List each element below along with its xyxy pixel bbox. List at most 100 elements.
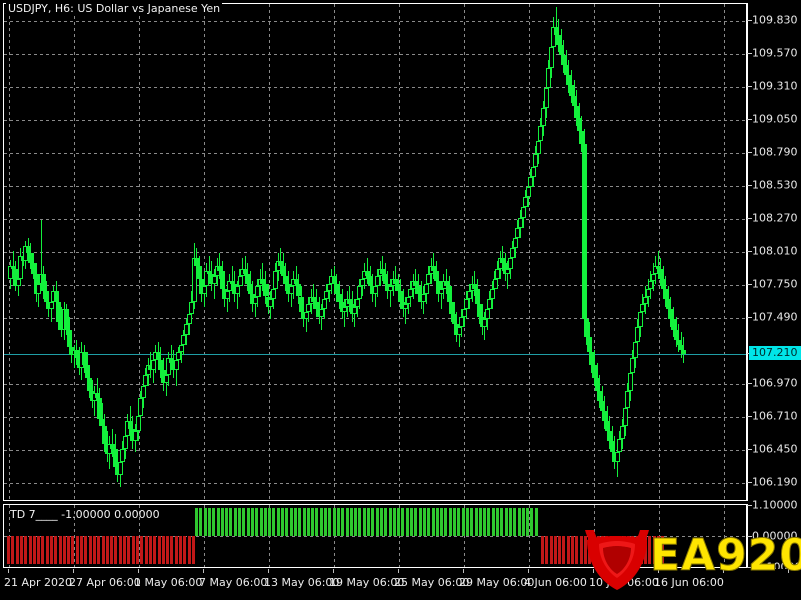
candle-body [387, 286, 393, 292]
indicator-bar [571, 536, 574, 564]
indicator-plot-area[interactable]: TD 7____ -1.00000 0.00000 [4, 505, 746, 567]
candle-body [110, 444, 115, 450]
time-axis-label: 29 May 06:00 [459, 576, 535, 589]
indicator-bar [110, 536, 113, 564]
candle-body [625, 390, 631, 409]
indicator-bar [255, 508, 258, 536]
candle-body [296, 283, 302, 297]
candle-wick [150, 352, 151, 378]
indicator-bar [483, 508, 486, 536]
indicator-bar [272, 508, 275, 536]
candle-body [477, 304, 483, 317]
candle-body [398, 291, 404, 302]
indicator-bar [37, 536, 40, 564]
candle-body [263, 283, 268, 297]
candle-wick [171, 344, 172, 371]
indicator-bar [631, 536, 634, 564]
current-price-tag[interactable]: 107.210 [749, 346, 801, 360]
price-plot-area[interactable] [4, 4, 746, 500]
indicator-bar [605, 536, 608, 564]
indicator-bar [432, 508, 435, 536]
candle-body [81, 352, 87, 366]
candle-body [589, 352, 595, 366]
indicator-bar [380, 508, 383, 536]
time-axis-label: 13 May 06:00 [264, 576, 340, 589]
candle-body [671, 319, 676, 330]
candle-body [602, 410, 608, 422]
candle-body [306, 304, 312, 312]
candle-body [260, 278, 266, 284]
indicator-bar [234, 508, 237, 536]
candle-body [533, 154, 539, 167]
indicator-bar [20, 536, 23, 564]
indicator-panel[interactable]: TD 7____ -1.00000 0.00000 [3, 504, 747, 568]
candlestick-series [4, 4, 746, 500]
indicator-bar [346, 508, 349, 536]
candle-wick [296, 265, 297, 292]
price-chart-panel[interactable] [3, 3, 747, 501]
indicator-bar [16, 536, 19, 564]
candle-wick [375, 281, 376, 307]
candle-body [676, 339, 682, 345]
indicator-label: TD 7____ -1.00000 0.00000 [10, 508, 160, 521]
indicator-bar [281, 508, 284, 536]
candle-wick [245, 255, 246, 282]
indicator-bar [530, 508, 533, 536]
indicator-bar [114, 536, 117, 564]
indicator-bar [584, 536, 587, 564]
candle-body [347, 299, 353, 305]
candle-wick [681, 332, 682, 358]
indicator-bar [333, 508, 336, 536]
candle-body [500, 258, 506, 264]
candle-body [194, 258, 200, 266]
candle-body [176, 352, 182, 361]
candle-body [227, 281, 233, 292]
indicator-bar [350, 508, 353, 536]
candle-wick [219, 253, 220, 279]
candle-body [342, 306, 348, 312]
indicator-bar [132, 536, 135, 564]
candle-body [472, 283, 478, 289]
candle-body [551, 26, 557, 48]
candle-wick [112, 428, 113, 457]
indicator-bar [487, 508, 490, 536]
time-axis[interactable]: 21 Apr 2020 27 Apr 06:00 1 May 06:00 7 May … [0, 569, 801, 600]
indicator-axis-tick [747, 567, 752, 568]
indicator-bar [158, 536, 161, 564]
indicator-bar [337, 508, 340, 536]
indicator-bar [545, 536, 548, 564]
candle-body [561, 54, 567, 66]
candle-wick [349, 286, 350, 312]
candle-body [548, 47, 554, 68]
candle-body [212, 276, 217, 284]
indicator-bar [436, 508, 439, 536]
candle-body [245, 273, 251, 284]
time-axis-label: 19 May 06:00 [329, 576, 405, 589]
indicator-bar [127, 536, 130, 564]
indicator-bar [140, 536, 143, 564]
candle-wick [507, 260, 508, 289]
candle-body [574, 105, 580, 119]
candle-body [607, 431, 613, 442]
candle-body [191, 258, 197, 302]
price-axis-tick [747, 482, 752, 483]
indicator-bar [315, 508, 318, 536]
indicator-bar [242, 508, 245, 536]
candle-body [324, 291, 330, 300]
indicator-bar [644, 536, 647, 564]
indicator-bar [580, 536, 583, 564]
candle-body [334, 283, 340, 294]
indicator-bar [341, 508, 344, 536]
candle-body [635, 327, 641, 343]
indicator-bar [466, 508, 469, 536]
candle-body [143, 375, 149, 386]
indicator-bar [166, 536, 169, 564]
indicator-bar [554, 536, 557, 564]
indicator-bar [522, 508, 525, 536]
indicator-bar [260, 508, 263, 536]
indicator-bar [500, 508, 503, 536]
candle-body [87, 377, 93, 391]
candle-body [380, 268, 386, 274]
candle-body [319, 309, 325, 317]
